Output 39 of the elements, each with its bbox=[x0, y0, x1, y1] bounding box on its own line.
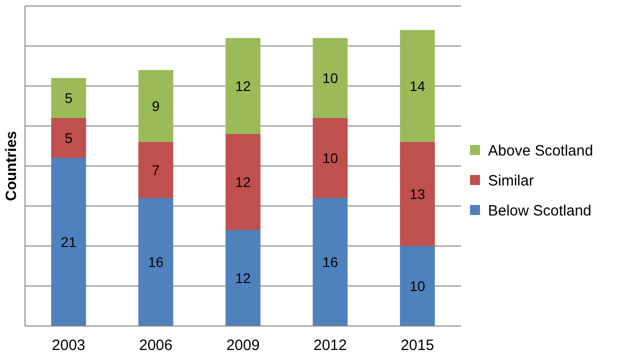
data-label: 10 bbox=[410, 278, 426, 294]
legend-label: Below Scotland bbox=[488, 202, 592, 220]
bar bbox=[138, 142, 174, 198]
data-label: 16 bbox=[322, 254, 338, 270]
data-label: 12 bbox=[235, 270, 251, 286]
bar bbox=[138, 70, 174, 142]
data-label: 16 bbox=[148, 254, 164, 270]
data-label: 12 bbox=[235, 174, 251, 190]
bar bbox=[400, 30, 435, 142]
data-label: 21 bbox=[60, 234, 77, 250]
data-label: 10 bbox=[322, 70, 338, 86]
data-label: 9 bbox=[152, 98, 160, 114]
legend-label: Similar bbox=[488, 172, 534, 190]
data-label: 7 bbox=[152, 162, 160, 178]
x-tick-label: 2012 bbox=[314, 337, 347, 354]
data-label: 10 bbox=[322, 150, 338, 166]
bar bbox=[226, 230, 260, 326]
bar bbox=[138, 198, 174, 326]
bar bbox=[226, 134, 260, 230]
bar bbox=[312, 198, 348, 326]
x-tick-label: 2009 bbox=[226, 337, 260, 354]
bar bbox=[51, 158, 86, 326]
y-axis-title: Countries bbox=[3, 130, 20, 202]
bar bbox=[400, 246, 435, 326]
data-label: 14 bbox=[410, 78, 426, 94]
bar bbox=[312, 38, 348, 118]
x-tick-label: 2015 bbox=[400, 337, 434, 354]
data-label: 5 bbox=[64, 130, 73, 146]
bar bbox=[400, 142, 435, 246]
bar bbox=[51, 118, 86, 158]
x-tick-label: 2003 bbox=[52, 337, 86, 354]
bar bbox=[226, 38, 260, 134]
legend-label: Above Scotland bbox=[488, 142, 594, 160]
data-label: 5 bbox=[64, 90, 73, 106]
data-label: 13 bbox=[410, 186, 426, 202]
x-tick-label: 2006 bbox=[139, 337, 172, 354]
bar bbox=[312, 118, 348, 198]
bar bbox=[51, 78, 86, 118]
data-label: 12 bbox=[235, 78, 251, 94]
